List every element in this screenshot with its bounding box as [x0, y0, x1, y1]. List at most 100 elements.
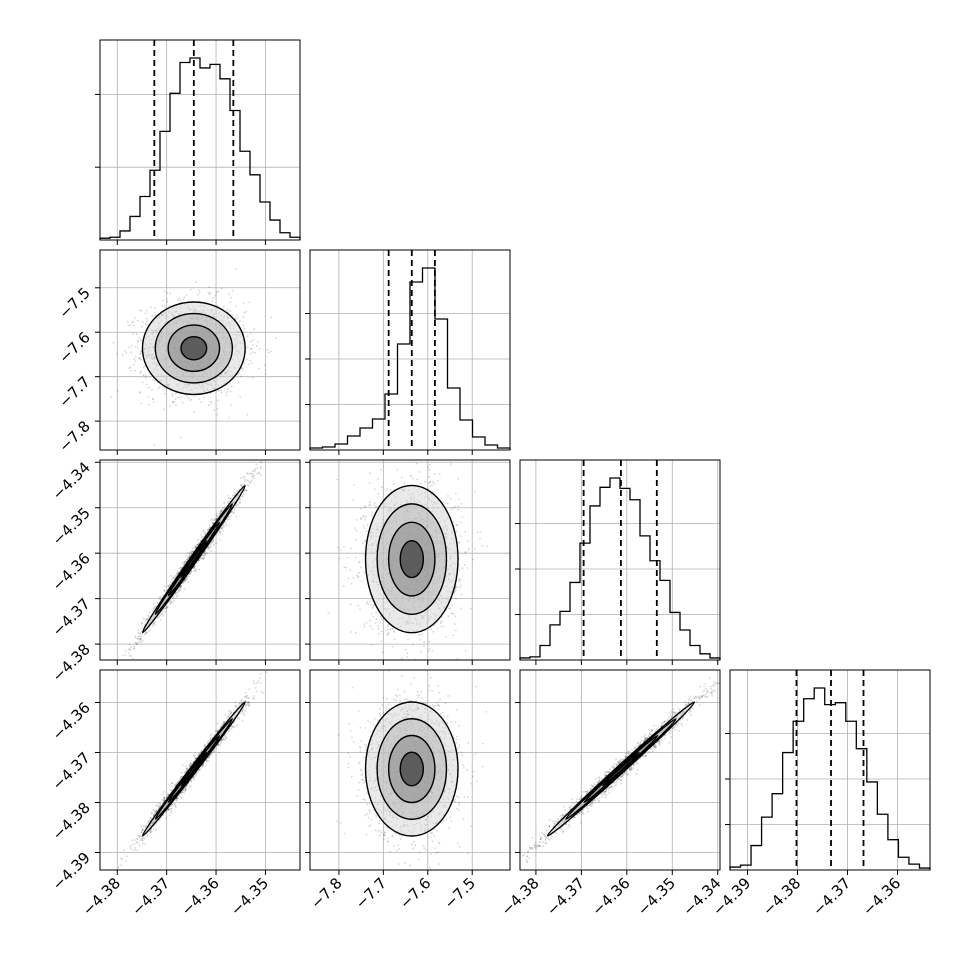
scatter-point — [206, 529, 209, 531]
scatter-point — [154, 624, 157, 627]
scatter-point — [394, 638, 396, 641]
scatter-point — [449, 607, 452, 610]
scatter-point — [200, 536, 203, 539]
scatter-point — [235, 314, 238, 317]
scatter-point — [203, 557, 205, 559]
scatter-point — [406, 652, 409, 655]
scatter-point — [460, 521, 463, 524]
scatter-point — [183, 563, 186, 565]
panel-frame — [99, 459, 301, 661]
scatter-point — [217, 533, 220, 536]
scatter-point — [146, 618, 149, 621]
scatter-point — [148, 403, 150, 406]
scatter-point — [418, 470, 421, 473]
scatter-point — [247, 363, 250, 366]
scatter-point — [166, 606, 169, 609]
scatter-point — [134, 636, 137, 639]
scatter-point — [250, 362, 253, 365]
scatter-point — [128, 654, 131, 657]
scatter-point — [211, 519, 214, 522]
scatter-point — [137, 319, 139, 322]
scatter-point — [210, 545, 212, 548]
scatter-point — [200, 534, 203, 537]
scatter-point — [154, 605, 157, 608]
scatter-point — [115, 677, 117, 679]
scatter-point — [381, 651, 384, 654]
scatter-point — [144, 631, 147, 634]
scatter-point — [141, 627, 144, 630]
scatter-point — [231, 314, 234, 316]
scatter-point — [128, 648, 130, 651]
scatter-point — [196, 543, 199, 546]
scatter-point — [368, 472, 371, 475]
scatter-point — [251, 470, 254, 473]
scatter-point — [370, 514, 373, 517]
scatter-point — [229, 497, 232, 500]
scatter-point — [457, 542, 460, 545]
scatter-point — [168, 405, 171, 408]
scatter-point — [169, 602, 171, 604]
scatter-point — [249, 332, 252, 335]
contour-level-1 — [141, 301, 246, 396]
scatter-point — [189, 288, 192, 291]
scatter-point — [357, 571, 360, 574]
scatter-point — [252, 477, 255, 480]
scatter-point — [267, 351, 270, 354]
scatter-point — [447, 607, 450, 610]
scatter-point — [235, 515, 238, 518]
scatter-point — [455, 530, 458, 533]
scatter-point — [467, 549, 470, 552]
scatter-point — [249, 482, 251, 484]
scatter-point — [457, 578, 460, 581]
scatter-point — [183, 562, 186, 564]
scatter-point — [134, 635, 137, 638]
scatter-point — [255, 345, 258, 347]
scatter-point — [146, 309, 149, 312]
scatter-point — [172, 394, 174, 397]
scatter-point — [137, 641, 140, 644]
scatter-point — [162, 408, 165, 411]
scatter-point — [481, 544, 484, 547]
scatter-point — [450, 508, 453, 511]
scatter-point — [188, 573, 191, 575]
scatter-point — [187, 556, 190, 559]
scatter-point — [159, 618, 162, 621]
scatter-point — [189, 399, 192, 402]
scatter-point — [425, 663, 427, 665]
scatter-point — [186, 558, 189, 561]
scatter-point — [187, 555, 190, 558]
scatter-point — [183, 580, 186, 583]
panel-frame — [519, 459, 721, 661]
scatter-point — [211, 540, 214, 543]
scatter-point — [466, 540, 469, 542]
scatter-point — [202, 530, 205, 533]
scatter-point — [239, 501, 241, 504]
scatter-point — [248, 301, 251, 304]
scatter-point — [246, 413, 249, 416]
scatter-point — [128, 652, 130, 655]
scatter-point — [180, 585, 182, 588]
scatter-point — [229, 515, 232, 517]
scatter-point — [423, 641, 426, 644]
scatter-point — [241, 366, 243, 369]
scatter-point — [379, 615, 382, 618]
scatter-point — [220, 389, 223, 392]
contour-level-4 — [180, 540, 208, 579]
scatter-point — [148, 611, 151, 614]
scatter-point — [136, 642, 138, 645]
scatter-point — [339, 548, 342, 551]
scatter-point — [239, 484, 242, 486]
scatter-point — [167, 585, 170, 588]
scatter-point — [209, 543, 211, 546]
scatter-point — [178, 589, 181, 592]
scatter-point — [152, 622, 155, 625]
scatter-point — [162, 589, 165, 592]
scatter-point — [163, 289, 166, 292]
scatter-point — [207, 546, 209, 549]
scatter-point — [161, 613, 164, 615]
scatter-point — [368, 482, 371, 484]
contour-level-3 — [167, 324, 221, 373]
scatter-point — [223, 525, 225, 528]
scatter-point — [363, 527, 366, 530]
scatter-point — [197, 289, 200, 292]
